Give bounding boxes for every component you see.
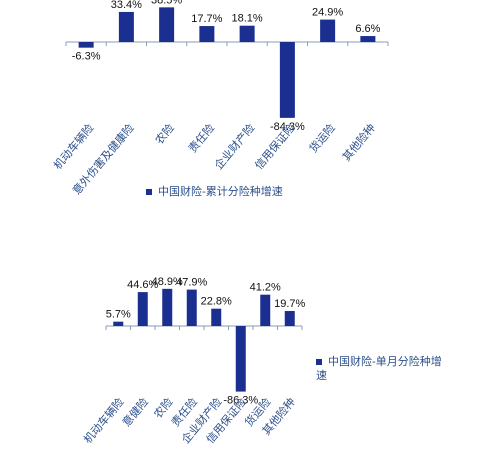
value-label: 48.9%	[152, 276, 183, 288]
bar	[239, 25, 255, 42]
bar	[360, 36, 376, 42]
bar	[78, 42, 94, 48]
value-label: -86.3%	[223, 395, 258, 407]
bar	[186, 289, 197, 326]
value-label: 38.5%	[151, 0, 182, 6]
bar	[162, 288, 173, 326]
x-tick-label: 意健险	[119, 395, 151, 429]
legend-swatch	[146, 189, 152, 195]
legend: 中国财险-单月分险种增速	[316, 355, 446, 383]
value-label: 41.2%	[250, 282, 281, 294]
value-label: 18.1%	[232, 13, 263, 25]
value-label: 44.6%	[127, 279, 158, 291]
x-tick-label: 货运险	[306, 121, 338, 155]
value-label: 5.7%	[106, 309, 131, 321]
value-label: -6.3%	[72, 51, 101, 63]
value-label: 24.9%	[312, 7, 343, 19]
x-tick-label: 企业财产险	[211, 121, 257, 172]
value-label: 47.9%	[176, 277, 207, 289]
value-label: 17.7%	[191, 13, 222, 25]
x-tick-label: 其他险种	[339, 121, 378, 164]
x-tick-label: 责任险	[185, 121, 217, 155]
bar	[279, 42, 295, 118]
bar	[159, 7, 175, 43]
legend-label: 中国财险-单月分险种增速	[316, 355, 442, 382]
value-label: 19.7%	[274, 298, 305, 310]
legend: 中国财险-累计分险种增速	[146, 185, 283, 199]
value-label: 6.6%	[355, 23, 380, 35]
value-label: 33.4%	[111, 0, 142, 11]
bar	[137, 292, 148, 326]
bar	[320, 19, 336, 42]
bar	[113, 321, 124, 326]
value-label: 22.8%	[201, 296, 232, 308]
bar	[211, 308, 222, 326]
bar	[235, 326, 246, 392]
legend-label: 中国财险-累计分险种增速	[158, 185, 283, 198]
x-tick-label: 农险	[152, 121, 177, 147]
bar	[260, 294, 271, 326]
bar	[284, 311, 295, 326]
bar	[199, 26, 215, 42]
bar	[118, 11, 134, 43]
value-label: -84.3%	[270, 121, 305, 133]
legend-swatch	[316, 359, 322, 365]
